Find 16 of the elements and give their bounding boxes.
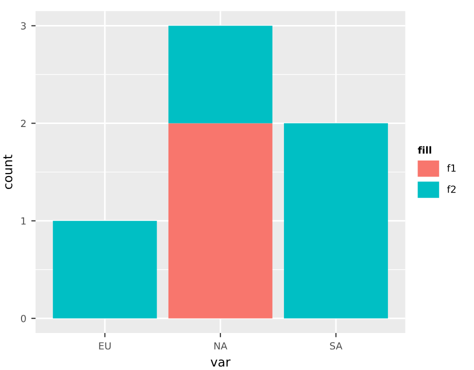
x-tick-label: NA <box>214 342 228 350</box>
x-axis-title: var <box>210 359 231 367</box>
y-tick-label: 0 <box>20 314 26 322</box>
y-tick-label: 2 <box>21 120 26 127</box>
bar <box>168 123 272 318</box>
legend-label: f2 <box>447 185 456 193</box>
bar <box>284 123 388 318</box>
y-axis-title: count <box>3 154 12 189</box>
bar <box>168 26 272 124</box>
x-tick-label: EU <box>99 342 111 350</box>
bar <box>52 220 157 318</box>
y-tick-label: 3 <box>21 22 26 30</box>
y-tick-label: 1 <box>21 217 26 225</box>
legend-title: fill <box>418 146 432 154</box>
x-tick-label: SA <box>330 342 342 350</box>
legend-label: f1 <box>447 164 456 172</box>
